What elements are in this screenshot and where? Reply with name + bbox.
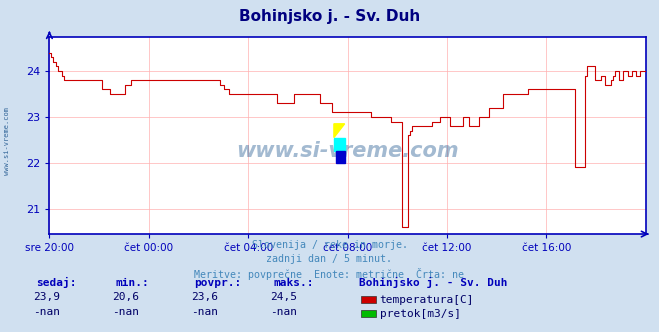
Text: zadnji dan / 5 minut.: zadnji dan / 5 minut. (266, 254, 393, 264)
Text: Bohinjsko j. - Sv. Duh: Bohinjsko j. - Sv. Duh (239, 9, 420, 24)
Text: -nan: -nan (33, 307, 59, 317)
Polygon shape (334, 124, 345, 137)
Text: 20,6: 20,6 (112, 292, 138, 302)
Text: -nan: -nan (112, 307, 138, 317)
Text: 24,5: 24,5 (270, 292, 297, 302)
Text: pretok[m3/s]: pretok[m3/s] (380, 309, 461, 319)
Text: Meritve: povprečne  Enote: metrične  Črta: ne: Meritve: povprečne Enote: metrične Črta:… (194, 268, 465, 280)
Text: -nan: -nan (191, 307, 217, 317)
Text: sedaj:: sedaj: (36, 277, 76, 288)
Text: temperatura[C]: temperatura[C] (380, 295, 474, 305)
Polygon shape (335, 151, 345, 163)
Text: www.si-vreme.com: www.si-vreme.com (3, 107, 10, 175)
Text: maks.:: maks.: (273, 278, 314, 288)
Text: www.si-vreme.com: www.si-vreme.com (237, 141, 459, 161)
Text: -nan: -nan (270, 307, 297, 317)
Polygon shape (334, 137, 345, 151)
Text: 23,6: 23,6 (191, 292, 217, 302)
Text: Bohinjsko j. - Sv. Duh: Bohinjsko j. - Sv. Duh (359, 277, 507, 288)
Text: Slovenija / reke in morje.: Slovenija / reke in morje. (252, 240, 407, 250)
Text: min.:: min.: (115, 278, 149, 288)
Text: 23,9: 23,9 (33, 292, 59, 302)
Text: povpr.:: povpr.: (194, 278, 242, 288)
